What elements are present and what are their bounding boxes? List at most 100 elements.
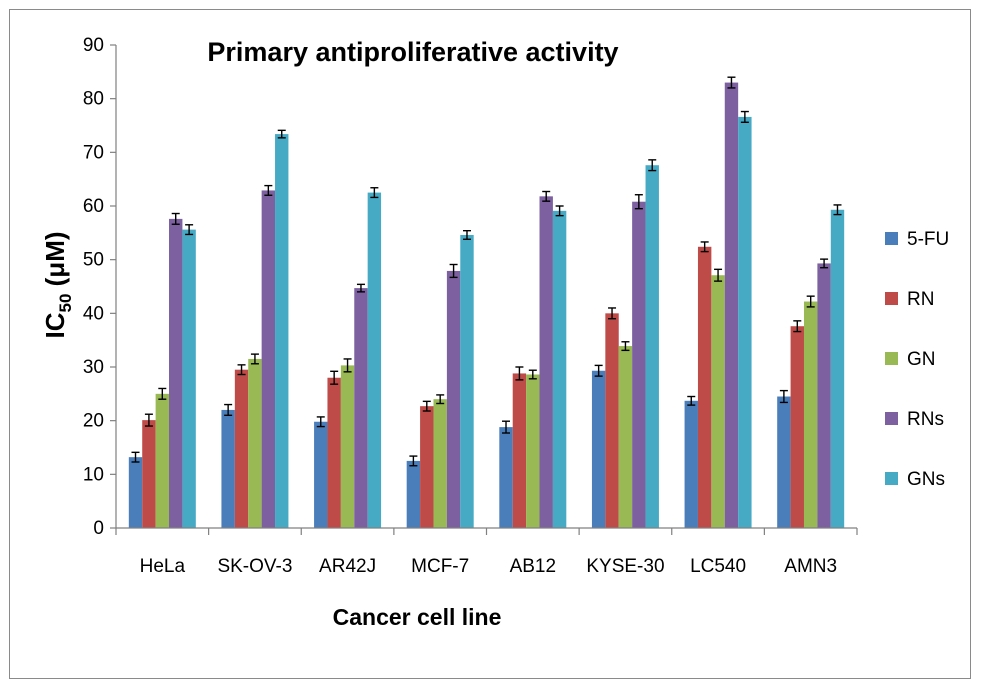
bar-gns-amn3 [830,209,845,529]
error-bar [515,366,524,381]
bar-5-fu-sk-ov-3 [221,409,235,528]
error-bar [462,229,471,240]
error-bar [727,76,736,89]
error-bar [343,358,352,373]
legend-label-rns: RNs [907,409,944,430]
error-bar [356,283,365,293]
bar-rn-ar42j [327,377,341,528]
bar-gns-mcf-7 [460,234,474,529]
bar-gn-hela [155,393,170,528]
error-bar [608,307,617,320]
error-bar [740,110,749,123]
chart-title: Primary antiproliferative activity [207,37,618,67]
error-bar [700,241,709,253]
error-bar [144,413,153,427]
error-bar [779,389,788,404]
error-bar [436,394,445,405]
legend-label-gn: GN [907,349,936,370]
bars [128,82,845,529]
bar-5-fu-amn3 [777,396,791,528]
error-bar [171,212,180,225]
error-bar [502,420,511,434]
y-tick-label: 80 [83,89,104,110]
legend-swatch-rns [885,412,898,425]
bar-5-fu-lc540 [684,400,698,528]
category-label: SK-OV-3 [217,556,292,577]
error-bar [833,204,842,216]
error-bar [542,190,551,202]
error-bars [131,76,842,467]
bar-gns-ab12 [552,210,567,528]
bar-rns-ab12 [539,196,553,528]
y-tick-label: 30 [83,357,104,378]
bar-rn-amn3 [790,326,804,528]
y-axis-label-rest: (μM) [40,231,70,293]
error-bar [820,258,829,269]
bar-gn-amn3 [803,301,818,528]
legend: 5-FU RN GN RNs GNs [885,229,949,490]
bar-gns-ar42j [367,192,382,529]
y-tick-label: 50 [83,250,104,271]
error-bar [250,353,259,365]
error-bar [330,370,339,385]
bar-gn-kyse-30 [618,346,633,528]
bar-gns-lc540 [738,116,752,528]
error-bar [370,187,379,199]
bar-rns-sk-ov-3 [261,190,276,529]
bar-rns-amn3 [817,263,831,528]
y-tick-label: 0 [93,518,104,539]
category-label: MCF-7 [411,556,469,577]
category-label: AR42J [319,556,376,577]
y-tick-label: 20 [83,411,104,432]
error-bar [224,403,233,416]
bar-gn-sk-ov-3 [248,358,262,528]
y-axis-label-sub: 50 [56,294,75,313]
bar-gn-lc540 [711,275,725,528]
bar-5-fu-ar42j [314,421,328,528]
error-bar [277,129,286,139]
bar-gn-ab12 [526,374,540,528]
bar-rn-sk-ov-3 [234,369,249,528]
y-tick-label: 10 [83,464,104,485]
legend-swatch-gns [885,472,898,485]
bar-5-fu-kyse-30 [591,370,606,528]
bar-rns-hela [169,218,183,528]
error-bar [714,268,723,282]
bar-rn-mcf-7 [420,406,434,528]
legend-label-gns: GNs [907,469,945,490]
legend-swatch-5-fu [885,232,898,245]
error-bar [237,364,246,376]
error-bar [449,263,458,279]
bar-rn-lc540 [697,246,712,528]
category-label: LC540 [690,556,746,577]
error-bar [648,159,657,172]
bar-rns-mcf-7 [446,270,461,528]
y-tick-label: 60 [83,196,104,217]
y-axis-ticks: 0 10 20 30 40 50 60 70 80 90 [83,35,116,539]
category-label: KYSE-30 [586,556,664,577]
error-bar [422,400,431,412]
legend-swatch-rn [885,292,898,305]
bar-5-fu-mcf-7 [406,460,421,528]
bar-rn-hela [142,420,156,528]
error-bar [793,320,802,333]
y-tick-label: 70 [83,142,104,163]
category-label: AMN3 [784,556,837,577]
error-bar [409,455,418,467]
y-tick-label: 40 [83,303,104,324]
error-bar [158,387,167,400]
bar-rns-lc540 [724,82,739,529]
x-axis-categories: HeLa SK-OV-3 AR42J MCF-7 AB12 KYSE-30 LC540 AMN… [115,528,858,577]
bar-rns-kyse-30 [632,201,646,528]
category-label: HeLa [140,556,186,577]
y-axis-label-main: IC [40,312,70,338]
bar-gn-mcf-7 [433,399,447,528]
error-bar [634,194,643,210]
bar-rn-kyse-30 [605,313,619,528]
error-bar [594,364,603,377]
error-bar [131,451,140,463]
x-axis-label: Cancer cell line [333,604,502,630]
error-bar [555,205,564,217]
bar-5-fu-ab12 [499,427,513,528]
